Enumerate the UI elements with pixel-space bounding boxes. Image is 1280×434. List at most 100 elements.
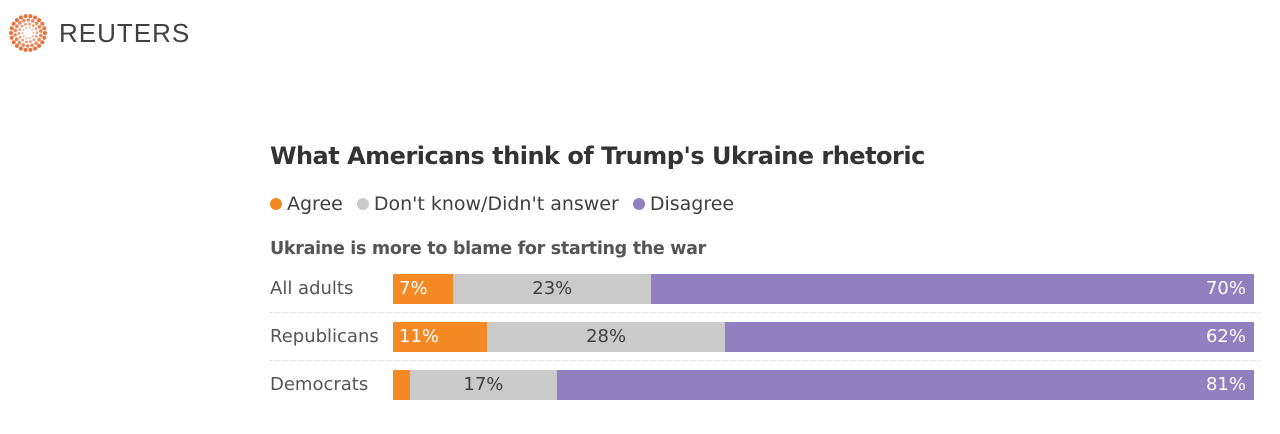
logo-dot [31,24,35,28]
logo-dot [18,46,23,51]
logo-dot [17,32,21,35]
legend-dot-agree [270,198,282,210]
logo-dot [31,28,34,31]
logo-dot [14,37,19,42]
logo-dot [43,31,47,35]
logo-dot [24,22,27,26]
logo-dot [18,21,22,25]
logo-dot [37,43,42,48]
logo-dot [33,46,38,51]
bar-segment-agree: 11% [393,321,487,352]
logo-dot [34,41,38,45]
logo-dot [42,35,47,40]
logo-dot [11,21,16,26]
logo-dot [34,27,38,31]
logo-dot [13,33,17,37]
logo-dot [28,14,33,19]
bar-segment-dk: 23% [453,273,652,304]
logo-dot [21,32,24,35]
logo-dot [39,29,43,33]
logo-dot [23,47,28,52]
bar-segment-dk: 17% [410,369,557,400]
legend-label-agree: Agree [287,193,343,215]
logo-dot [40,40,45,45]
logo-dot [17,40,22,45]
legend-dot-dont-know [356,198,369,210]
logo-dot [30,19,35,23]
logo-dot [22,28,25,31]
logo-dot [37,37,41,42]
category-label: Democrats [270,374,369,395]
logo-dot [38,33,43,38]
logo-dot [28,37,31,40]
data-label: 81% [1205,374,1246,395]
data-label: 11% [399,326,440,347]
legend-label-dont-know: Don't know/Didn't answer [373,193,619,215]
logo-dot [25,44,30,48]
logo-dot [34,35,38,38]
logo-dot [25,40,28,44]
data-label: 70% [1205,278,1246,299]
logo-dot [25,37,28,40]
data-label: 17% [463,374,504,395]
data-label: 23% [532,278,573,299]
logo-dot [11,40,16,45]
bar-segment-agree [393,369,411,400]
data-label: 7% [399,278,428,299]
category-label: All adults [270,278,354,299]
legend-dot-disagree [632,198,645,210]
logo-dot [28,47,33,52]
logo-dot [28,22,31,26]
logo-dot [18,35,22,39]
category-label: Republicans [270,326,379,347]
logo-dot [40,21,45,26]
logo-dot [31,35,34,38]
bar-rows: All adults 7% 23% 70% Republicans 11% 28% 62% De… [270,265,1260,408]
brand-name: REUTERS [59,17,191,48]
reuters-logo-icon [9,14,47,52]
logo-dot [23,14,28,19]
logo-dot [42,26,47,31]
logo-dot [35,31,39,34]
stacked-bar: 7% 23% 70% [393,273,1254,304]
logo-dot [21,38,25,42]
logo-dot [21,43,26,47]
logo-dot [22,35,25,38]
logo-dot [29,40,32,44]
logo-dot [9,35,14,40]
logo-dot [14,43,19,48]
logo-dot [32,38,36,42]
logo-dot [14,18,19,23]
chart-legend: Agree Don't know/Didn't answer Disagree [270,193,1260,215]
bar-segment-dis: 70% [651,273,1254,304]
bar-row-republicans: Republicans 11% 28% 62% [270,312,1260,360]
chart-container: What Americans think of Trump's Ukraine … [270,142,1260,408]
bar-segment-agree: 7% [393,273,454,304]
data-label: 62% [1205,326,1246,347]
logo-dot [30,43,34,48]
bar-row-democrats: Democrats 17% 81% [270,360,1260,408]
logo-dot [25,26,28,29]
logo-dot [18,15,23,20]
stacked-bar: 17% 81% [393,369,1254,400]
bar-segment-dk: 28% [486,321,726,352]
logo-dot [20,24,24,28]
logo-dot [34,21,39,26]
logo-dot [22,18,26,23]
legend-item-disagree: Disagree [632,193,735,215]
logo-dot [9,31,13,35]
reuters-logo[interactable]: REUTERS [8,13,190,53]
logo-dot [37,18,42,23]
data-label: 28% [586,326,627,347]
logo-dot [18,28,22,31]
logo-dot [26,18,31,22]
logo-dot [33,15,38,20]
logo-dot [15,24,19,29]
bar-segment-dis: 62% [725,321,1254,352]
chart-subtitle: Ukraine is more to blame for starting th… [270,239,706,259]
bar-row-all-adults: All adults 7% 23% 70% [270,265,1260,312]
logo-dot [13,28,18,33]
legend-label-disagree: Disagree [649,193,735,215]
legend-item-dont-know: Don't know/Didn't answer [356,193,619,215]
bar-segment-dis: 81% [556,369,1254,400]
